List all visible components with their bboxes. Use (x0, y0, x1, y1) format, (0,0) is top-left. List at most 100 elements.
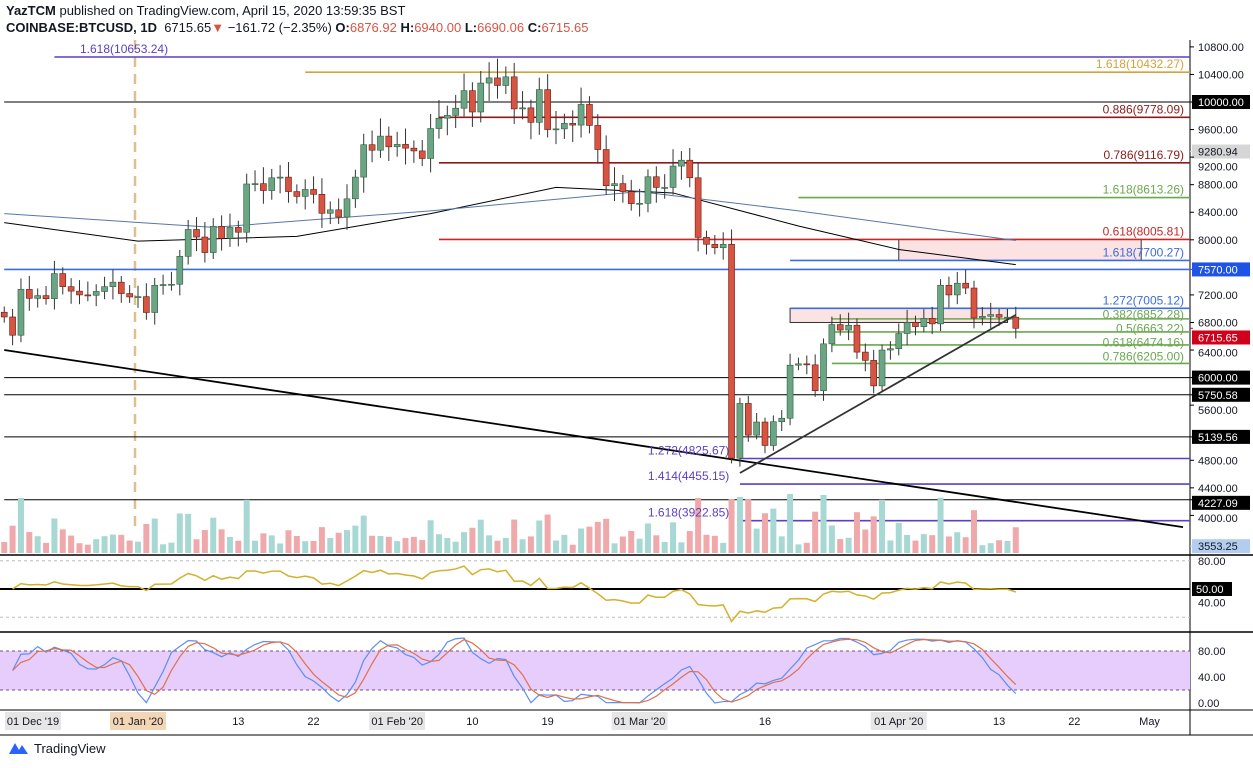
volume-bar (310, 540, 317, 553)
volume-bar (444, 537, 451, 553)
volume-bar (853, 512, 860, 553)
x-tick-label: 13 (232, 716, 244, 728)
candle (101, 286, 108, 292)
x-tick-highlight (369, 712, 426, 730)
volume-bar (569, 544, 576, 553)
volume-bar (644, 523, 651, 553)
volume-bar (594, 521, 601, 553)
moving-average-line (4, 191, 1016, 241)
candle (586, 104, 593, 126)
y-tick-label: 8000.00 (1198, 235, 1238, 247)
volume-bar (160, 544, 167, 553)
candle (159, 284, 167, 286)
volume-bar (887, 540, 894, 553)
volume-bar (1012, 527, 1019, 553)
price-badge-label: 10000.00 (1198, 97, 1244, 109)
stoch-tick-label: 40.00 (1198, 672, 1226, 684)
volume-bar (653, 535, 660, 553)
price-badge-label: 5750.58 (1198, 390, 1238, 402)
candle (903, 322, 911, 334)
volume-bar (920, 534, 927, 553)
volume-bar (185, 513, 192, 553)
candle (527, 107, 535, 123)
trend-line (4, 349, 1184, 529)
candle (393, 144, 401, 148)
y-tick-label: 10800.00 (1198, 42, 1244, 54)
y-tick-label: 4000.00 (1198, 513, 1238, 525)
candle (519, 107, 526, 110)
candle (719, 243, 727, 249)
volume-bar (486, 535, 493, 553)
candle (293, 191, 301, 197)
candle (920, 318, 928, 327)
volume-bar (84, 544, 91, 553)
candle (786, 364, 794, 419)
candle (795, 363, 802, 366)
volume-bar (435, 534, 442, 553)
price-badge (1192, 429, 1250, 444)
volume-bar (736, 497, 743, 553)
volume-bar (377, 535, 384, 553)
candle (602, 149, 610, 187)
volume-bar (135, 541, 141, 553)
candle (995, 314, 1003, 318)
candle (26, 289, 33, 299)
stoch-k-line (12, 637, 1017, 704)
volume-bar (778, 536, 785, 553)
stoch-tick-label: 80.00 (1198, 646, 1226, 658)
volume-bar (753, 528, 760, 553)
volume-bar (527, 536, 534, 553)
close-value: 6715.65 (541, 20, 589, 35)
rsi-tick-label: 80.00 (1198, 556, 1226, 568)
symbol[interactable]: COINBASE:BTCUSD, 1D (6, 20, 157, 35)
volume-bar (912, 540, 919, 553)
footer-brand[interactable]: TradingView (34, 740, 106, 756)
volume-bar (519, 539, 526, 553)
y-tick-label: 9600.00 (1198, 125, 1238, 137)
candle (452, 107, 459, 116)
volume-bar (243, 499, 250, 553)
volume-bar (703, 534, 710, 553)
level-label: 0.786(9116.79) (1103, 148, 1184, 162)
candle (870, 360, 877, 387)
volume-bar (720, 542, 727, 553)
y-tick-label: 9200.00 (1198, 162, 1238, 174)
volume-bar (143, 523, 150, 553)
level-label: 0.382(6852.28) (1103, 307, 1184, 321)
candle (193, 229, 200, 238)
level-label: 1.618(10432.27) (1096, 57, 1184, 71)
candle (34, 295, 41, 299)
chart-canvas[interactable]: 1.618(10432.27) 0.886(9778.09) 0.786(9116.… (0, 0, 1253, 740)
volume-bar (260, 533, 267, 553)
level-label: 1.618(8613.26) (1103, 183, 1184, 197)
price-badge-label: 6000.00 (1198, 373, 1238, 385)
candle (811, 364, 819, 391)
volume-bar (427, 520, 434, 553)
candle (761, 421, 769, 446)
y-tick-label: 8400.00 (1198, 207, 1238, 219)
volume-bar (352, 525, 359, 553)
candle (953, 282, 961, 296)
candle (569, 123, 577, 126)
volume-bar (787, 494, 794, 553)
candle (42, 295, 50, 300)
candle (360, 144, 368, 178)
candle (201, 236, 209, 253)
volume-bar (218, 529, 225, 553)
volume-bar (837, 539, 844, 553)
volume-bar (987, 543, 994, 553)
price-badge (1192, 95, 1250, 109)
volume-bar (1, 542, 8, 553)
volume-bar (394, 541, 401, 553)
open-label: O: (335, 20, 350, 35)
volume-bar (1004, 541, 1011, 553)
stoch-tick-label: 0.00 (1198, 698, 1219, 710)
candle (845, 324, 852, 331)
volume-bar (9, 525, 16, 553)
x-tick-highlight (870, 712, 927, 730)
author[interactable]: YazTCM (6, 3, 56, 18)
rsi-tick-label: 40.00 (1198, 597, 1226, 609)
volume-bar (971, 510, 977, 553)
candle (276, 176, 284, 179)
volume-bar (745, 499, 752, 553)
